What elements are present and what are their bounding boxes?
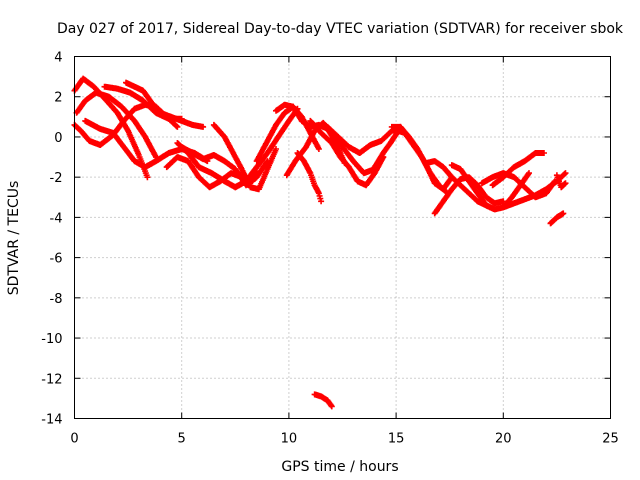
x-tick-label: 25 bbox=[602, 432, 619, 447]
y-tick-label: -8 bbox=[50, 292, 63, 307]
data-point-markers bbox=[311, 391, 335, 410]
x-tick-label: 10 bbox=[281, 432, 298, 447]
y-tick-label: -12 bbox=[41, 372, 62, 387]
data-point-markers bbox=[324, 123, 404, 156]
plot-frame bbox=[74, 56, 611, 419]
series-track-e bbox=[101, 83, 185, 122]
y-tick-label: 4 bbox=[54, 51, 62, 66]
grid-lines bbox=[74, 56, 611, 419]
y-tick-label: 0 bbox=[54, 131, 62, 146]
x-tick-label: 0 bbox=[70, 432, 78, 447]
data-point-markers bbox=[489, 150, 547, 189]
series-track-p bbox=[307, 117, 387, 189]
y-tick-label: -2 bbox=[50, 171, 63, 186]
y-tick-label: -4 bbox=[50, 211, 63, 226]
chart-title: Day 027 of 2017, Sidereal Day-to-day VTE… bbox=[57, 21, 624, 37]
data-point-markers bbox=[307, 117, 387, 189]
x-axis-label: GPS time / hours bbox=[281, 459, 398, 475]
y-axis-label: SDTVAR / TECUs bbox=[6, 181, 22, 296]
y-tick-label: -14 bbox=[41, 413, 62, 428]
x-tick-label: 5 bbox=[178, 432, 186, 447]
series-track-j bbox=[210, 121, 279, 193]
series-track-k bbox=[232, 105, 301, 191]
series-track-q bbox=[324, 123, 404, 156]
y-tick-label: 2 bbox=[54, 91, 62, 106]
axis-ticks: 0 5 10 15 20 25 -14 -12 -10 -8 -6 -4 -2 0 2 4 bbox=[41, 51, 619, 447]
series-track-aa bbox=[547, 210, 567, 227]
y-tick-label: -6 bbox=[50, 252, 63, 267]
y-tick-label: -10 bbox=[41, 332, 62, 347]
data-point-markers bbox=[232, 105, 301, 191]
data-point-markers bbox=[210, 121, 279, 193]
data-points bbox=[71, 75, 569, 410]
data-point-markers bbox=[553, 172, 569, 191]
data-point-markers bbox=[101, 83, 185, 122]
data-point-markers bbox=[547, 210, 567, 227]
x-tick-label: 20 bbox=[495, 432, 512, 447]
series-track-ab bbox=[311, 391, 335, 410]
x-tick-label: 15 bbox=[388, 432, 405, 447]
series-track-x bbox=[489, 150, 547, 189]
series-track-z bbox=[553, 172, 569, 191]
